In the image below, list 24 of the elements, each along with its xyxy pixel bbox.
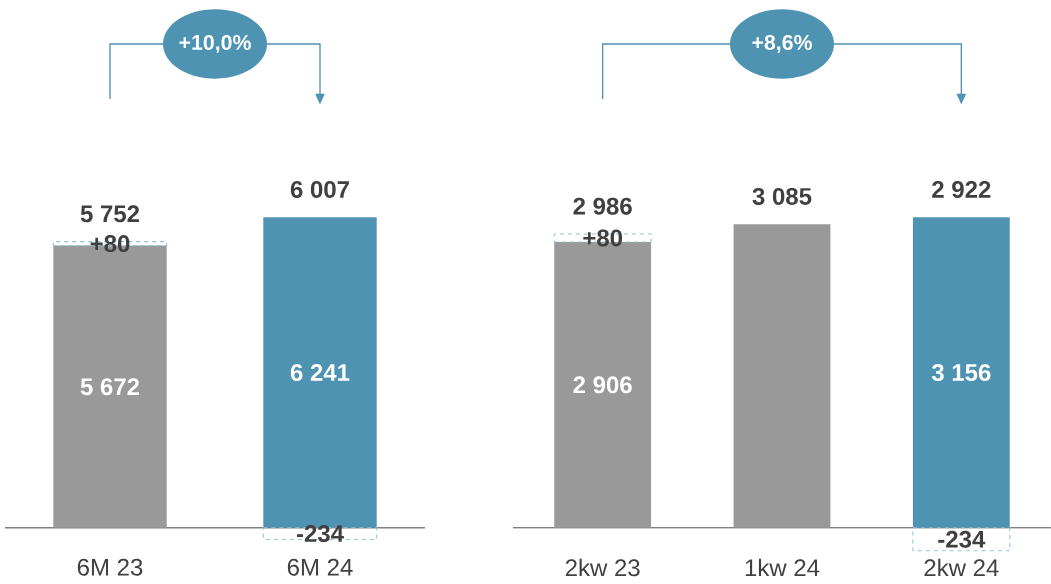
data-label: +80 <box>90 235 130 253</box>
bar <box>733 224 831 528</box>
x-tick-label: 1kw 24 <box>745 558 820 577</box>
total-label: 2 986 <box>573 197 632 215</box>
x-tick-label: 6M 23 <box>77 558 143 576</box>
text: +8,6% <box>752 34 812 54</box>
data-label: +80 <box>583 229 623 247</box>
data-label: -234 <box>938 530 986 548</box>
total-label: 5 752 <box>80 205 140 223</box>
data-label: 2 906 <box>573 376 632 394</box>
x-tick-label: 2kw 24 <box>924 558 999 577</box>
x-tick-label: 2kw 23 <box>565 558 640 577</box>
total-label: 3 085 <box>752 187 812 205</box>
bar <box>912 527 1011 552</box>
text: +10,0% <box>179 34 251 54</box>
total-label: 2 922 <box>932 180 991 198</box>
total-label: 6 007 <box>290 180 349 198</box>
data-label: 3 156 <box>931 364 991 382</box>
x-tick-label: 6M 24 <box>287 558 353 576</box>
data-label: 6 241 <box>290 364 350 382</box>
data-label: 5 672 <box>80 378 140 396</box>
bar <box>912 217 1010 528</box>
data-label: -234 <box>296 525 344 543</box>
bar <box>262 527 378 540</box>
